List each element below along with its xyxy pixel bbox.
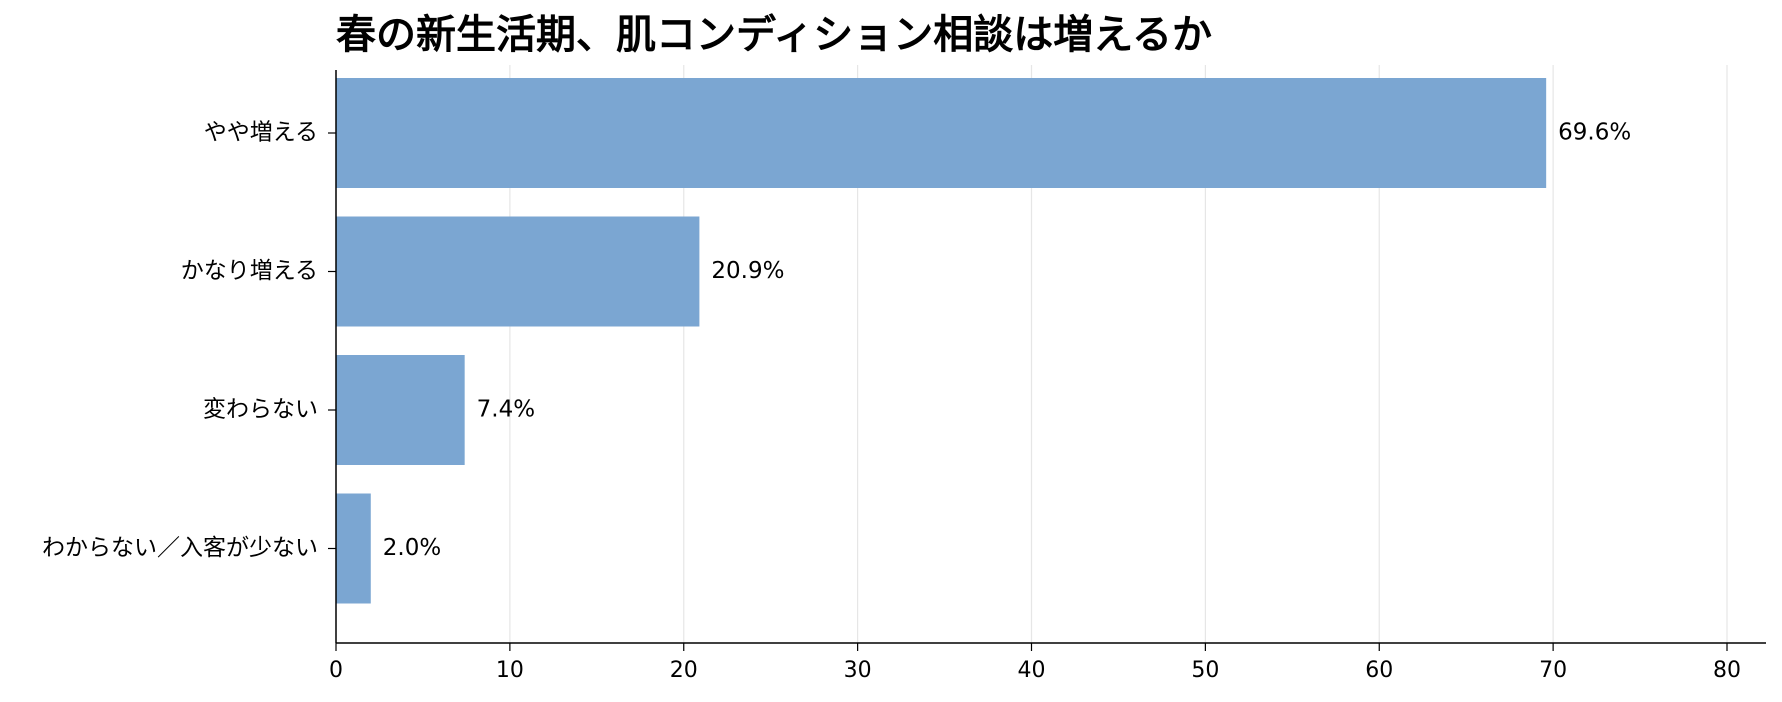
category-label: やや増える — [204, 120, 318, 146]
x-tick-label: 10 — [496, 658, 524, 683]
x-tick-label: 40 — [1018, 658, 1046, 683]
bar-3 — [336, 355, 465, 465]
labels: 69.6% やや増える 20.9% かなり増える 7.4% 変わらない 2.0% わからない／… — [42, 120, 1741, 684]
bar-value-label: 69.6% — [1558, 120, 1631, 146]
x-tick-label: 80 — [1713, 658, 1741, 683]
chart-title: 春の新生活期、肌コンディション相談は増えるか — [336, 12, 1212, 58]
category-label: わからない／入客が少ない — [42, 535, 318, 561]
bar-value-label: 2.0% — [383, 535, 441, 561]
bar-2 — [336, 216, 700, 327]
bar-1 — [336, 78, 1547, 188]
bar-value-label: 7.4% — [477, 397, 535, 423]
bars — [336, 78, 1547, 604]
x-tick-label: 20 — [670, 658, 698, 683]
x-tick-label: 50 — [1191, 658, 1219, 683]
bar-value-label: 20.9% — [711, 258, 784, 284]
x-tick-label: 70 — [1539, 658, 1567, 683]
axes — [328, 70, 1766, 651]
x-tick-label: 30 — [844, 658, 872, 683]
x-tick-label: 60 — [1365, 658, 1393, 683]
category-label: かなり増える — [181, 258, 318, 284]
bar-4 — [336, 493, 371, 604]
x-tick-label: 0 — [329, 658, 343, 683]
category-label: 変わらない — [203, 397, 318, 423]
